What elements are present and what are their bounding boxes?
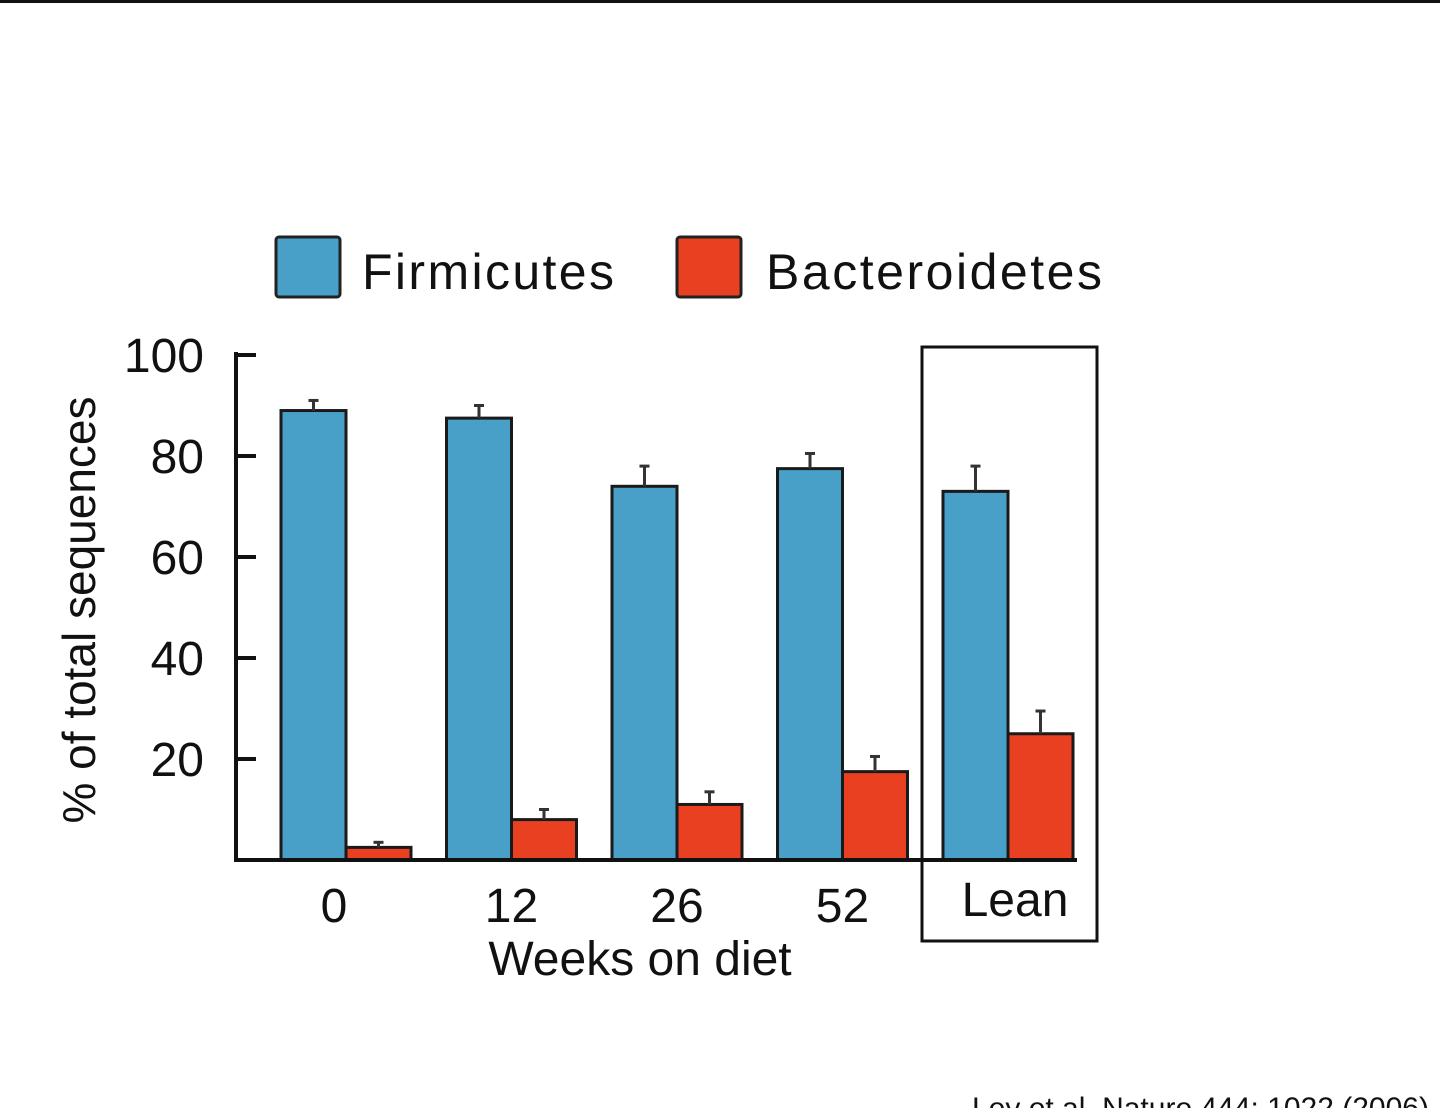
x-tick-label: 12 (485, 880, 538, 933)
legend-label-firmicutes: Firmicutes (362, 244, 614, 300)
x-tick-label: Lean (962, 874, 1069, 927)
y-tick-label: 20 (151, 734, 204, 787)
lean-highlight-box (920, 345, 1099, 943)
bar-firmicutes-26 (610, 484, 679, 862)
y-tick-label: 80 (151, 431, 204, 484)
citation: Ley et al. Nature 444: 1022 (2006) (972, 1092, 1429, 1108)
y-tick-label: 100 (124, 330, 204, 383)
y-tick-label: 60 (151, 532, 204, 585)
bar-bacteroidetes-26 (675, 802, 744, 862)
x-axis-label: Weeks on diet (488, 933, 791, 986)
legend-label-bacteroidetes: Bacteroidetes (766, 244, 1102, 300)
bar-firmicutes-lean (941, 489, 1010, 862)
bar-bacteroidetes-52 (841, 770, 909, 862)
legend: Firmicutes Bacteroidetes (274, 235, 1102, 300)
y-tick-label: 40 (151, 633, 204, 686)
legend-swatch-firmicutes (274, 235, 342, 299)
legend-swatch-bacteroidetes (675, 235, 743, 299)
bar-bacteroidetes-12 (510, 818, 578, 862)
bar-firmicutes-12 (445, 416, 513, 862)
top-border (0, 0, 1440, 3)
y-axis-label: % of total sequences (53, 396, 105, 823)
bar-firmicutes-0 (279, 409, 348, 862)
x-tick-label: 26 (650, 880, 703, 933)
bar-firmicutes-52 (776, 467, 844, 862)
x-tick-label: 52 (816, 880, 869, 933)
bar-bacteroidetes-lean (1006, 732, 1075, 862)
x-tick-label: 0 (321, 880, 348, 933)
